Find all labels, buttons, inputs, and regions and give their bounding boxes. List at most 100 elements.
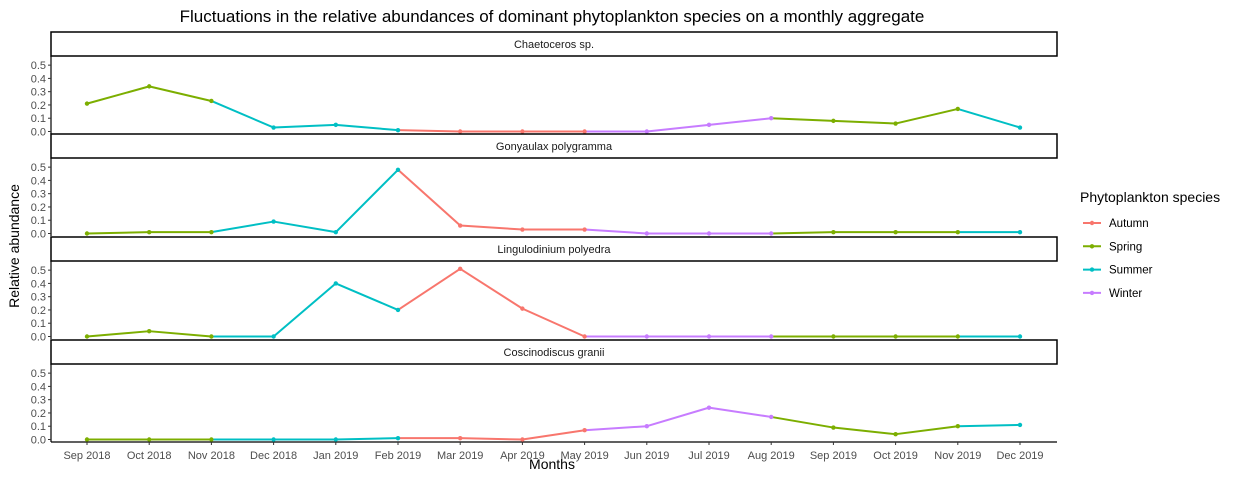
legend-item: Summer xyxy=(1083,265,1153,277)
series-segment xyxy=(397,129,462,133)
data-point xyxy=(333,437,338,442)
series-segment xyxy=(645,406,710,428)
x-tick-label: Mar 2019 xyxy=(437,450,483,462)
legend-item: Autumn xyxy=(1083,218,1149,230)
data-point xyxy=(147,437,152,442)
data-point xyxy=(395,127,401,133)
data-point xyxy=(893,229,898,235)
series-segment xyxy=(894,107,959,125)
series-segment xyxy=(272,220,337,234)
data-point xyxy=(1017,125,1023,130)
x-tick-label: Jan 2019 xyxy=(313,450,358,462)
data-point xyxy=(147,328,152,334)
series-segment xyxy=(459,267,524,310)
y-tick-label: 0.0 xyxy=(31,332,46,344)
series-segment xyxy=(583,425,648,432)
series-segment xyxy=(272,282,337,338)
x-tick-label: Nov 2019 xyxy=(934,450,981,462)
facet-panel: Chaetoceros sp. 0.0 0.10.20.3 0.40.5 xyxy=(31,31,1058,139)
data-point xyxy=(209,334,214,339)
data-point xyxy=(209,437,214,442)
series-segment xyxy=(334,168,399,234)
series-segment xyxy=(459,437,524,441)
data-point xyxy=(395,167,401,172)
y-tick-label: 0.0 xyxy=(31,229,46,241)
series-segment xyxy=(459,224,524,231)
data-point xyxy=(831,334,836,339)
data-point xyxy=(458,266,463,272)
data-point xyxy=(84,101,90,106)
data-point xyxy=(147,84,152,89)
x-axis: Sep 2018 Oct 2018 Nov 2018 Dec 2018 Jan 2019… xyxy=(63,442,1044,462)
series-segment xyxy=(708,117,773,126)
legend-item: Spring xyxy=(1083,241,1142,253)
y-tick-label: 0.4 xyxy=(31,381,46,393)
series-segment xyxy=(708,406,773,418)
legend-key-point xyxy=(1089,267,1095,272)
series-segment xyxy=(148,330,213,338)
y-tick-label: 0.3 xyxy=(31,87,46,99)
x-tick-label: Sep 2019 xyxy=(810,450,857,462)
y-tick-label: 0.0 xyxy=(31,435,46,447)
data-point xyxy=(955,424,960,429)
legend-key-point xyxy=(1089,290,1095,296)
data-point xyxy=(520,306,525,311)
legend-label: Summer xyxy=(1109,265,1153,277)
y-tick-label: 0.5 xyxy=(31,60,46,72)
x-tick-label: Sep 2018 xyxy=(63,450,110,462)
facet-panel: Coscinodiscus granii 0.0 0.10.20.3 0.40.5 xyxy=(31,339,1058,447)
data-point xyxy=(582,334,587,339)
facet-strip-label: Gonyaulax polygramma xyxy=(496,141,613,153)
facet-panels: Chaetoceros sp.0.00.10.20.30.40.5Gonyaul… xyxy=(31,31,1058,447)
legend: Phytoplankton species Autumn Spring Summer… xyxy=(1080,189,1220,300)
facet-strip xyxy=(50,339,1058,365)
x-axis-title: Months xyxy=(529,456,575,472)
facet-strip xyxy=(50,236,1058,262)
x-tick-label: Dec 2018 xyxy=(250,450,297,462)
y-tick-label: 0.1 xyxy=(31,113,46,125)
x-tick-label: Jun 2019 xyxy=(624,450,669,462)
data-point xyxy=(831,229,836,235)
data-point xyxy=(395,435,401,441)
y-tick-label: 0.3 xyxy=(31,395,46,407)
series-segment xyxy=(148,85,213,102)
series-segment xyxy=(770,231,835,235)
data-point xyxy=(1017,229,1023,235)
y-tick-label: 0.0 xyxy=(31,127,46,139)
legend-item: Winter xyxy=(1083,288,1142,300)
data-point xyxy=(1017,334,1023,339)
data-point xyxy=(209,98,214,104)
series-segment xyxy=(832,119,897,125)
facet-strip-label: Coscinodiscus granii xyxy=(504,347,605,359)
data-point xyxy=(271,437,276,442)
series-segment xyxy=(894,425,959,436)
facet-strip xyxy=(50,31,1058,57)
data-point xyxy=(271,125,276,130)
data-point xyxy=(582,129,587,134)
x-tick-label: Feb 2019 xyxy=(375,450,421,462)
y-tick-label: 0.1 xyxy=(31,318,46,330)
y-tick-label: 0.2 xyxy=(31,100,46,112)
data-point xyxy=(458,435,463,441)
series-segment xyxy=(521,307,586,338)
series-segment xyxy=(397,267,462,311)
data-point xyxy=(84,437,90,442)
x-tick-label: Aug 2019 xyxy=(748,450,795,462)
data-point xyxy=(893,121,898,126)
series-segment xyxy=(956,107,1021,129)
data-point xyxy=(955,334,960,339)
data-point xyxy=(395,307,401,313)
data-point xyxy=(893,431,898,437)
data-point xyxy=(893,334,898,339)
data-point xyxy=(706,334,712,339)
data-point xyxy=(333,281,338,286)
data-point xyxy=(955,106,960,112)
data-point xyxy=(84,334,90,339)
data-point xyxy=(706,231,712,236)
series-segment xyxy=(210,220,275,234)
data-point xyxy=(831,118,836,124)
legend-key-point xyxy=(1089,244,1095,249)
chart-title: Fluctuations in the relative abundances … xyxy=(180,7,925,26)
y-tick-label: 0.2 xyxy=(31,305,46,317)
